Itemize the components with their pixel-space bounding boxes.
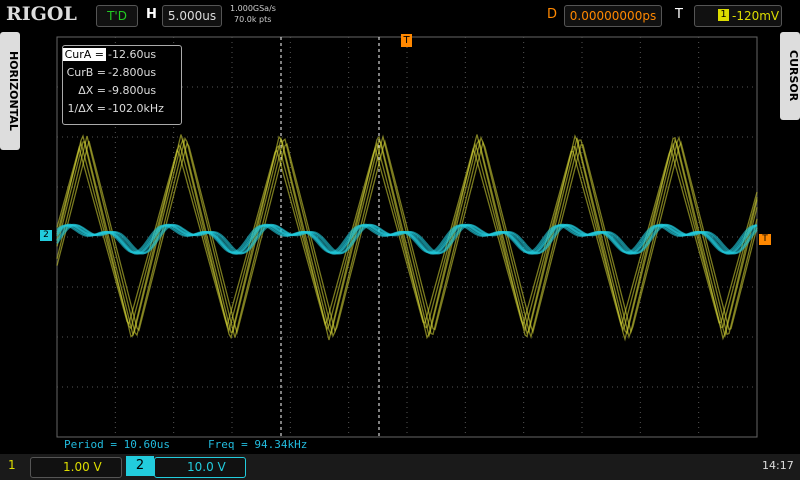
ch2-trace: [56, 224, 758, 254]
memory-depth: 70.0k pts: [234, 15, 272, 24]
sample-rate: 1.000GSa/s: [230, 4, 276, 13]
period: Period = 10.60us: [64, 438, 170, 451]
status: T'D: [96, 5, 138, 27]
ch1-trace: [56, 139, 758, 336]
ch2-scale[interactable]: 10.0 V: [154, 457, 246, 478]
cursor-label: CurB =: [66, 66, 106, 79]
ch1-trace: [56, 134, 758, 340]
trigger-marker-right: T: [759, 234, 771, 245]
ch1-number[interactable]: 1: [8, 458, 16, 472]
timebase-label: H: [146, 7, 157, 22]
left-tab[interactable]: HORIZONTAL: [0, 32, 20, 150]
delay: 0.00000000ps: [564, 5, 662, 27]
cursor-label: 1/ΔX =: [67, 102, 106, 115]
frequency: Freq = 94.34kHz: [208, 438, 308, 451]
brand: RIGOL: [6, 3, 77, 25]
clock: 14:17: [762, 459, 794, 472]
right-tab[interactable]: CURSOR: [780, 32, 800, 120]
timebase: 5.000us: [162, 5, 222, 27]
cursor-value: -102.0kHz: [108, 102, 164, 115]
delay-label: D: [547, 7, 558, 22]
ch1-scale[interactable]: 1.00 V: [30, 457, 122, 478]
ch2-marker: 2: [40, 230, 52, 241]
ch2-trace: [56, 223, 758, 255]
cursor-value: -2.800us: [108, 66, 157, 79]
ch2-number[interactable]: 2: [126, 456, 154, 476]
ch1-trace: [56, 134, 758, 342]
trigger-source: 1: [718, 9, 729, 21]
cursor-value: -9.800us: [108, 84, 157, 97]
ch1-trace: [56, 145, 758, 329]
cursor-value: -12.60us: [108, 48, 157, 61]
cursor-label: CurA =: [62, 48, 106, 61]
trigger-marker-top: T: [401, 34, 412, 47]
trigger-label: T: [675, 7, 683, 22]
ch1-trace: [56, 136, 758, 339]
trigger-level: -120mV: [732, 9, 780, 23]
cursor-label: ΔX =: [78, 84, 106, 97]
